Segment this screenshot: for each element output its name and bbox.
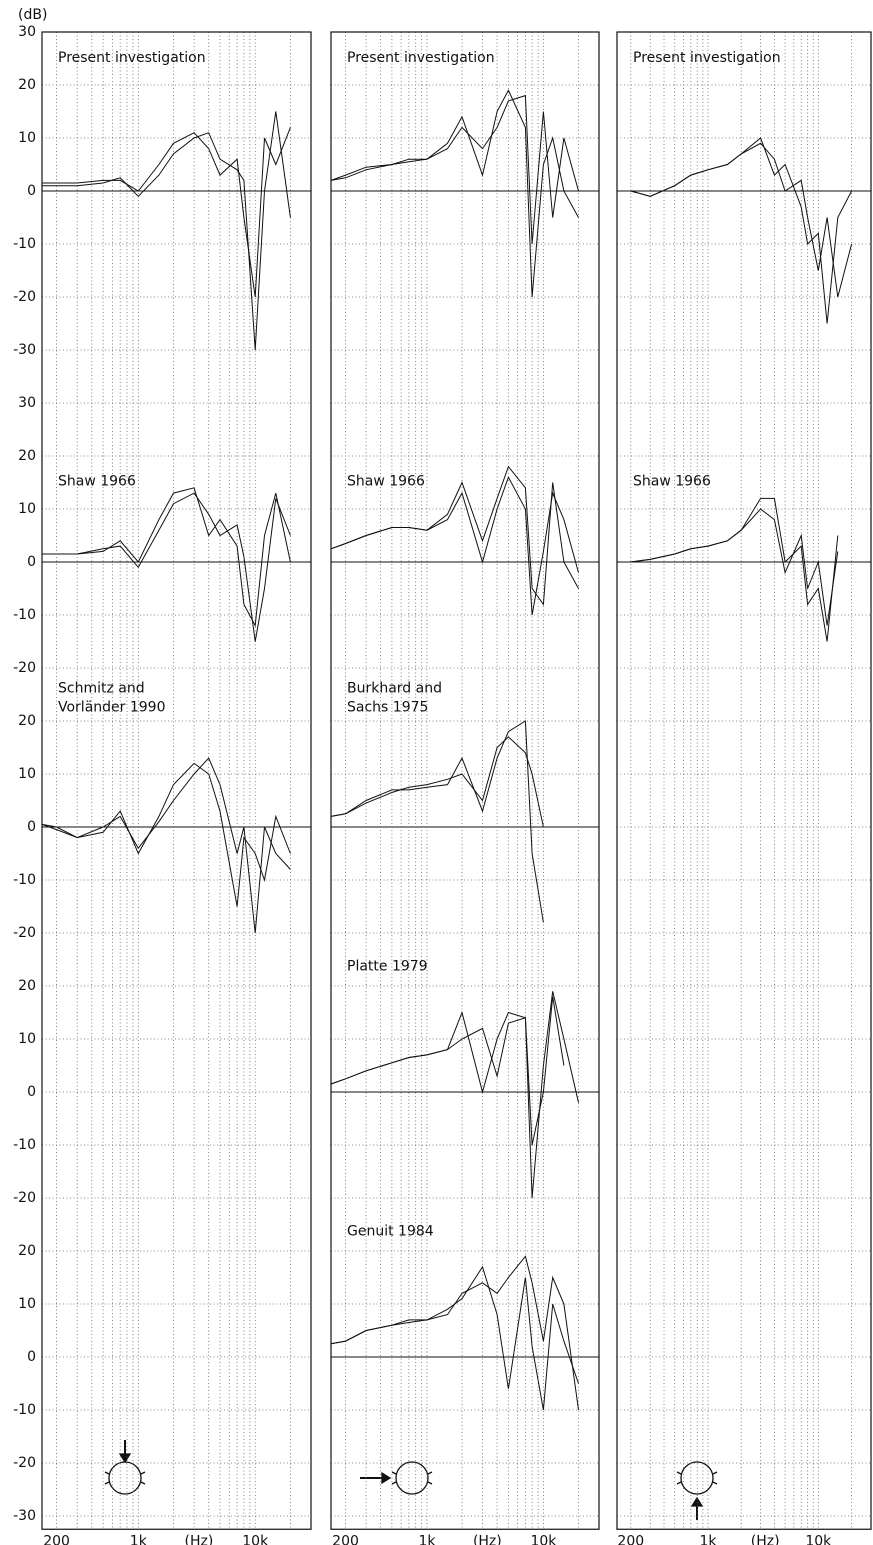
- panel-title: Burkhard and: [347, 681, 442, 697]
- x-tick-label: 200: [332, 1533, 359, 1545]
- ear-marks: [676, 1471, 718, 1485]
- panel-title: Shaw 1966: [58, 474, 136, 490]
- curve: [330, 720, 544, 923]
- y-tick-label: 10: [18, 1296, 36, 1312]
- x-axis-label: (Hz): [185, 1533, 214, 1545]
- y-tick-label: 30: [18, 24, 36, 40]
- y-tick-label: 20: [18, 77, 36, 93]
- ear-marks: [391, 1471, 433, 1485]
- curve: [42, 127, 291, 298]
- x-tick-label: 10k: [805, 1533, 832, 1545]
- curve: [330, 1265, 579, 1411]
- ear-marks: [104, 1471, 146, 1485]
- x-axis-label: (Hz): [473, 1533, 502, 1545]
- arrow-head: [381, 1471, 392, 1485]
- y-tick-label: 0: [27, 1084, 36, 1100]
- y-tick-label: -20: [13, 660, 36, 676]
- x-tick-label: 1k: [699, 1533, 717, 1545]
- y-tick-label: -20: [13, 1455, 36, 1471]
- panel-title: Platte 1979: [347, 959, 428, 975]
- panel-frame: [616, 31, 872, 1530]
- y-tick-label: 0: [27, 554, 36, 570]
- curve: [42, 111, 291, 351]
- arrow-head: [118, 1453, 132, 1464]
- y-tick-label: -10: [13, 872, 36, 888]
- y-tick-label: 20: [18, 1243, 36, 1259]
- y-tick-label: 0: [27, 819, 36, 835]
- x-tick-label: 200: [617, 1533, 644, 1545]
- panel-title: Sachs 1975: [347, 700, 428, 716]
- panel-title: Present investigation: [633, 50, 781, 66]
- y-tick-label: -30: [13, 1508, 36, 1524]
- curve: [41, 757, 291, 934]
- panel-frame: [41, 31, 312, 1530]
- curve: [617, 142, 853, 298]
- y-tick-label: -20: [13, 1190, 36, 1206]
- y-tick-label: -10: [13, 1137, 36, 1153]
- y-axis-label: (dB): [18, 7, 47, 23]
- y-tick-label: -20: [13, 925, 36, 941]
- x-tick-label: 1k: [418, 1533, 436, 1545]
- head-icon: [108, 1461, 142, 1495]
- y-tick-label: 30: [18, 395, 36, 411]
- curve: [330, 94, 579, 245]
- curve: [330, 1255, 579, 1411]
- y-tick-label: -10: [13, 1402, 36, 1418]
- curve: [330, 991, 579, 1199]
- y-tick-label: 0: [27, 1349, 36, 1365]
- curve: [617, 137, 853, 324]
- curve: [330, 89, 579, 298]
- y-tick-label: 20: [18, 713, 36, 729]
- head-icon: [395, 1461, 429, 1495]
- y-tick-label: 10: [18, 1031, 36, 1047]
- panel-title: Shaw 1966: [633, 474, 711, 490]
- y-tick-label: 20: [18, 448, 36, 464]
- x-tick-label: 200: [43, 1533, 70, 1545]
- x-tick-label: 1k: [130, 1533, 148, 1545]
- curve: [617, 497, 839, 642]
- curve: [41, 762, 291, 907]
- y-tick-label: 10: [18, 501, 36, 517]
- curve: [330, 736, 544, 828]
- x-tick-label: 10k: [242, 1533, 269, 1545]
- y-tick-label: -10: [13, 236, 36, 252]
- y-tick-label: 0: [27, 183, 36, 199]
- curve: [42, 487, 291, 628]
- y-tick-label: -20: [13, 289, 36, 305]
- y-tick-label: -30: [13, 342, 36, 358]
- panel-title: Present investigation: [58, 50, 206, 66]
- x-axis-label: (Hz): [751, 1533, 780, 1545]
- y-tick-label: 20: [18, 978, 36, 994]
- panel-title: Present investigation: [347, 50, 495, 66]
- panel-frame: [330, 31, 600, 1530]
- panel-title: Genuit 1984: [347, 1224, 434, 1240]
- panel-title: Schmitz and: [58, 681, 145, 697]
- curve: [330, 465, 579, 606]
- y-tick-label: 10: [18, 766, 36, 782]
- panel-title: Shaw 1966: [347, 474, 425, 490]
- y-tick-label: 10: [18, 130, 36, 146]
- panel-title: Vorländer 1990: [58, 700, 166, 716]
- y-tick-label: -10: [13, 607, 36, 623]
- curve: [42, 492, 291, 642]
- head-icon: [680, 1461, 714, 1495]
- x-tick-label: 10k: [530, 1533, 557, 1545]
- head-icons: [104, 1440, 718, 1520]
